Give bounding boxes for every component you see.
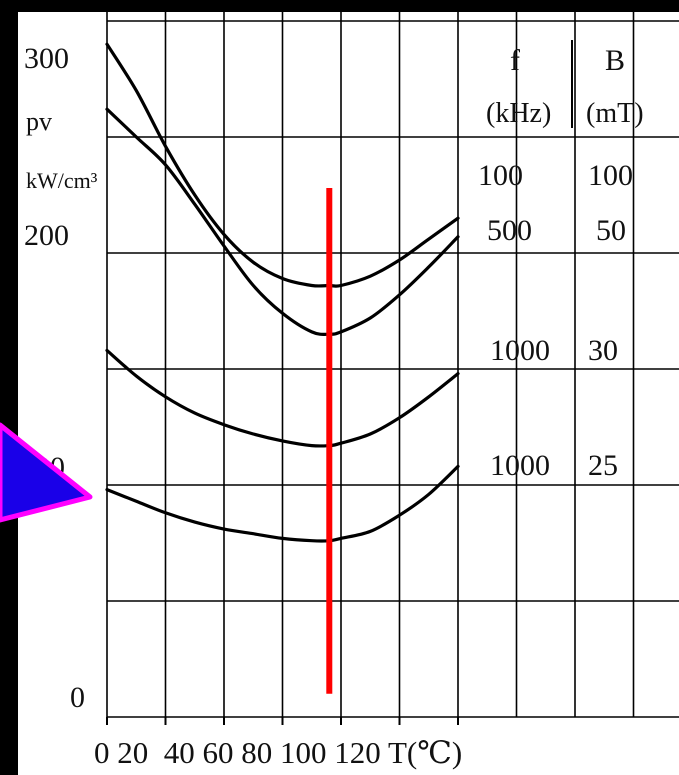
table-header-f: f [510, 44, 520, 77]
y-tick-label: 0 [70, 681, 85, 714]
loss-curves [105, 42, 460, 543]
x-axis-tick-labels: 0 20 40 60 80 100 120 T(℃) [94, 735, 462, 770]
parameter-table: f B (kHz) (mT) 100 100 500 50 1000 30 10… [478, 40, 644, 482]
table-unit-B: (mT) [586, 98, 644, 129]
table-f-value: 500 [487, 214, 532, 247]
loss-curve [105, 348, 460, 448]
y-tick-label: 300 [24, 42, 69, 75]
table-B-value: 50 [596, 214, 626, 247]
grid-lines [106, 12, 679, 725]
table-f-value: 1000 [490, 449, 550, 482]
loss-curve [105, 42, 460, 288]
loss-curve [105, 464, 460, 543]
table-B-value: 30 [588, 334, 618, 367]
y-axis-label-line1: pv [26, 107, 52, 136]
table-f-value: 1000 [490, 334, 550, 367]
y-axis-label-line2: kW/cm³ [26, 168, 98, 193]
y-tick-label: 200 [24, 219, 69, 252]
loss-curve [105, 107, 460, 336]
table-header-B: B [605, 44, 625, 77]
table-B-value: 100 [588, 159, 633, 192]
table-f-value: 100 [478, 159, 523, 192]
plot-background [18, 12, 679, 775]
pointer-arrow [0, 422, 93, 523]
table-unit-f: (kHz) [486, 98, 551, 129]
table-B-value: 25 [588, 449, 618, 482]
